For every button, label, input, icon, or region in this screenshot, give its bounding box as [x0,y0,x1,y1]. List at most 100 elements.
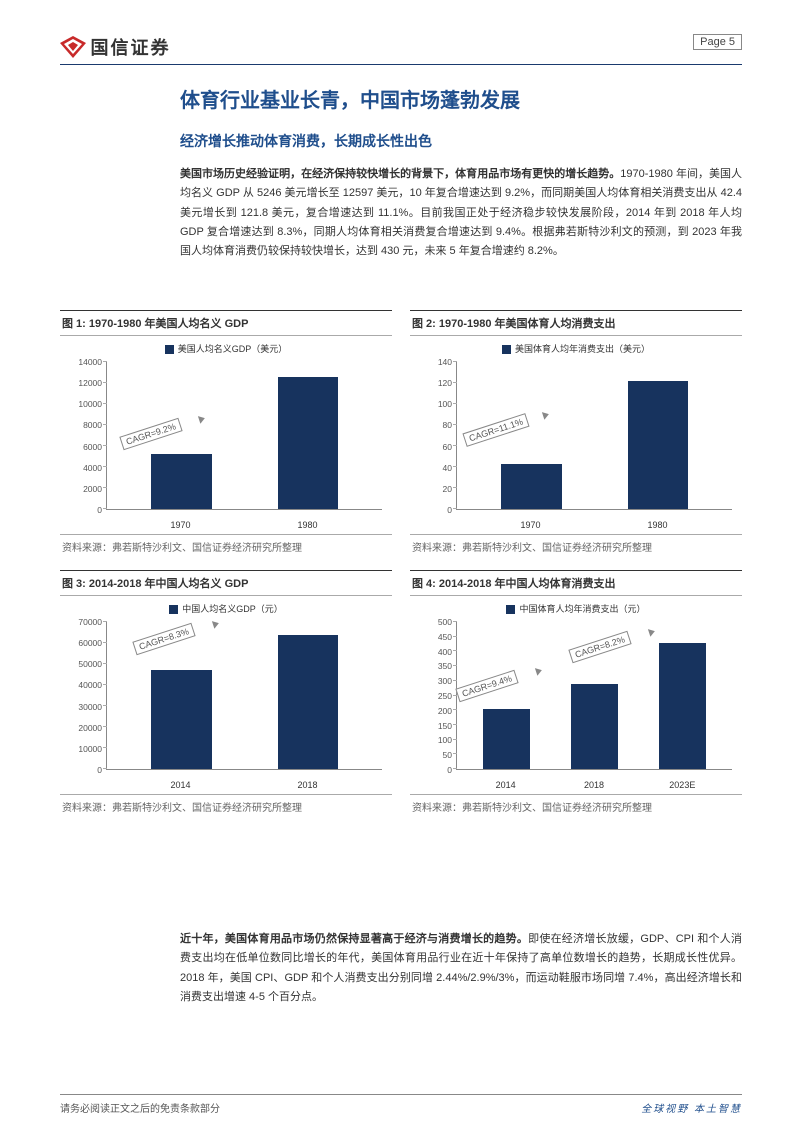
figure-1-source: 资料来源：弗若斯特沙利文、国信证券经济研究所整理 [60,535,392,554]
bar [628,381,689,509]
figure-1: 图 1: 1970-1980 年美国人均名义 GDP 美国人均名义GDP（美元）… [60,310,392,554]
figure-2-source: 资料来源：弗若斯特沙利文、国信证券经济研究所整理 [410,535,742,554]
chart-legend: 中国人均名义GDP（元） [60,596,392,615]
y-tick-label: 300 [410,676,452,686]
footer-disclaimer: 请务必阅读正文之后的免责条款部分 [60,1100,220,1115]
figure-1-chart: 美国人均名义GDP（美元）020004000600080001000012000… [60,336,392,535]
y-tick [453,768,457,769]
y-tick-label: 500 [410,617,452,627]
legend-swatch [165,345,174,354]
figure-4-source: 资料来源：弗若斯特沙利文、国信证券经济研究所整理 [410,795,742,814]
chart-legend: 美国体育人均年消费支出（美元） [410,336,742,355]
bar [151,454,212,509]
y-tick [453,739,457,740]
paragraph-2: 近十年，美国体育用品市场仍然保持显著高于经济与消费增长的趋势。即使在经济增长放缓… [180,930,742,1007]
y-tick [453,403,457,404]
figure-3-title: 图 3: 2014-2018 年中国人均名义 GDP [60,571,392,596]
y-tick-label: 70000 [60,617,102,627]
y-tick-label: 120 [410,378,452,388]
y-tick [103,361,107,362]
y-tick [103,684,107,685]
x-tick-label: 2014 [496,780,516,790]
y-tick [453,665,457,666]
figure-2-title: 图 2: 1970-1980 年美国体育人均消费支出 [410,311,742,336]
page-header: 国信证券 Page 5 [60,34,742,64]
bar [483,709,530,769]
y-tick [453,424,457,425]
y-tick [453,445,457,446]
y-tick-label: 60000 [60,638,102,648]
x-tick-label: 2018 [297,780,317,790]
bar [501,464,562,509]
footer-rule [60,1094,742,1095]
figure-row-2: 图 3: 2014-2018 年中国人均名义 GDP 中国人均名义GDP（元） 0… [60,570,742,814]
figure-2: 图 2: 1970-1980 年美国体育人均消费支出 美国体育人均年消费支出（美… [410,310,742,554]
y-tick-label: 12000 [60,378,102,388]
content-column: 体育行业基业长青，中国市场蓬勃发展 经济增长推动体育消费，长期成长性出色 美国市… [180,84,742,267]
y-tick [103,466,107,467]
y-tick [453,753,457,754]
figure-4-chart: 中国体育人均年消费支出（元）05010015020025030035040045… [410,596,742,795]
y-tick [103,747,107,748]
x-tick-label: 2014 [171,780,191,790]
header-rule [60,64,742,65]
y-tick-label: 140 [410,357,452,367]
y-tick [103,445,107,446]
y-tick-label: 40000 [60,680,102,690]
y-tick-label: 6000 [60,442,102,452]
y-tick-label: 450 [410,632,452,642]
y-tick-label: 10000 [60,744,102,754]
y-tick-label: 2000 [60,484,102,494]
legend-swatch [502,345,511,354]
bar [278,635,339,769]
y-tick-label: 0 [410,505,452,515]
y-tick [453,361,457,362]
y-tick-label: 50 [410,750,452,760]
y-tick-label: 0 [60,505,102,515]
bar [151,670,212,769]
x-tick-label: 2018 [584,780,604,790]
section-heading-1: 体育行业基业长青，中国市场蓬勃发展 [180,84,742,113]
y-tick [103,403,107,404]
report-page: 国信证券 Page 5 体育行业基业长青，中国市场蓬勃发展 经济增长推动体育消费… [0,0,802,1133]
bar [571,684,618,769]
y-tick [453,487,457,488]
chart-legend: 美国人均名义GDP（美元） [60,336,392,355]
y-tick [103,508,107,509]
y-tick [453,680,457,681]
y-tick [453,621,457,622]
y-tick-label: 100 [410,735,452,745]
y-tick-label: 40 [410,463,452,473]
section-heading-2: 经济增长推动体育消费，长期成长性出色 [180,131,742,151]
paragraph-2-block: 近十年，美国体育用品市场仍然保持显著高于经济与消费增长的趋势。即使在经济增长放缓… [180,930,742,1013]
y-tick-label: 14000 [60,357,102,367]
company-name: 国信证券 [90,38,170,58]
figures-grid: 图 1: 1970-1980 年美国人均名义 GDP 美国人均名义GDP（美元）… [60,310,742,830]
y-tick [103,663,107,664]
intro-rest: 1970-1980 年间，美国人均名义 GDP 从 5246 美元增长至 125… [180,168,742,257]
y-tick-label: 8000 [60,420,102,430]
y-tick-label: 10000 [60,399,102,409]
footer-slogan: 全球视野 本土智慧 [641,1100,742,1115]
y-tick-label: 250 [410,691,452,701]
y-tick [453,724,457,725]
y-tick [453,709,457,710]
figure-3: 图 3: 2014-2018 年中国人均名义 GDP 中国人均名义GDP（元） 0… [60,570,392,814]
x-tick-label: 1970 [171,520,191,530]
figure-3-source: 资料来源：弗若斯特沙利文、国信证券经济研究所整理 [60,795,392,814]
y-tick [453,508,457,509]
x-tick-label: 1970 [521,520,541,530]
y-tick-label: 400 [410,647,452,657]
intro-bold: 美国市场历史经验证明，在经济保持较快增长的背景下，体育用品市场有更快的增长趋势。 [180,168,620,180]
x-tick-label: 2023E [669,780,695,790]
y-tick-label: 100 [410,399,452,409]
diamond-icon [60,36,86,58]
figure-2-chart: 美国体育人均年消费支出（美元）0204060801001201401970198… [410,336,742,535]
figure-row-1: 图 1: 1970-1980 年美国人均名义 GDP 美国人均名义GDP（美元）… [60,310,742,554]
y-tick [103,642,107,643]
figure-4-title: 图 4: 2014-2018 年中国人均体育消费支出 [410,571,742,596]
figure-4: 图 4: 2014-2018 年中国人均体育消费支出 中国体育人均年消费支出（元… [410,570,742,814]
y-tick-label: 0 [60,765,102,775]
y-tick-label: 50000 [60,659,102,669]
y-tick-label: 30000 [60,702,102,712]
